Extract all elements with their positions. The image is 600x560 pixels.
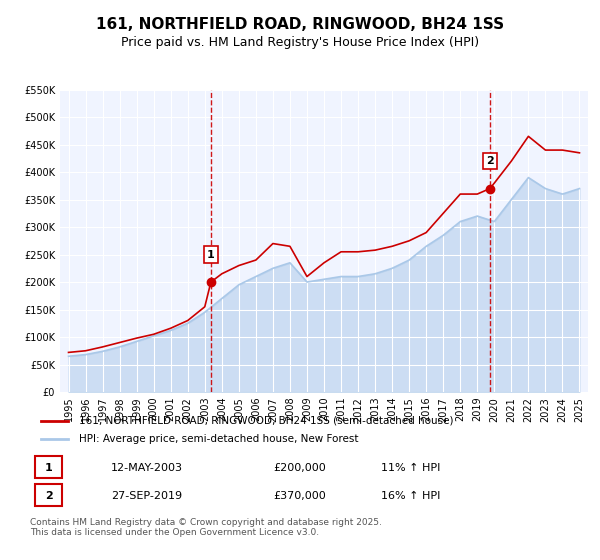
Text: 12-MAY-2003: 12-MAY-2003 <box>111 463 183 473</box>
Text: 1: 1 <box>207 250 215 259</box>
Text: 27-SEP-2019: 27-SEP-2019 <box>111 491 182 501</box>
Text: £370,000: £370,000 <box>273 491 326 501</box>
Text: 1: 1 <box>45 463 53 473</box>
Text: Price paid vs. HM Land Registry's House Price Index (HPI): Price paid vs. HM Land Registry's House … <box>121 36 479 49</box>
Text: 2: 2 <box>45 491 53 501</box>
Text: 11% ↑ HPI: 11% ↑ HPI <box>381 463 440 473</box>
Text: £200,000: £200,000 <box>273 463 326 473</box>
Text: 161, NORTHFIELD ROAD, RINGWOOD, BH24 1SS (semi-detached house): 161, NORTHFIELD ROAD, RINGWOOD, BH24 1SS… <box>79 416 453 426</box>
Text: HPI: Average price, semi-detached house, New Forest: HPI: Average price, semi-detached house,… <box>79 434 358 444</box>
Text: 16% ↑ HPI: 16% ↑ HPI <box>381 491 440 501</box>
Text: 161, NORTHFIELD ROAD, RINGWOOD, BH24 1SS: 161, NORTHFIELD ROAD, RINGWOOD, BH24 1SS <box>96 17 504 32</box>
Text: Contains HM Land Registry data © Crown copyright and database right 2025.
This d: Contains HM Land Registry data © Crown c… <box>30 518 382 538</box>
FancyBboxPatch shape <box>35 484 62 506</box>
Text: 2: 2 <box>486 156 494 166</box>
FancyBboxPatch shape <box>35 456 62 478</box>
